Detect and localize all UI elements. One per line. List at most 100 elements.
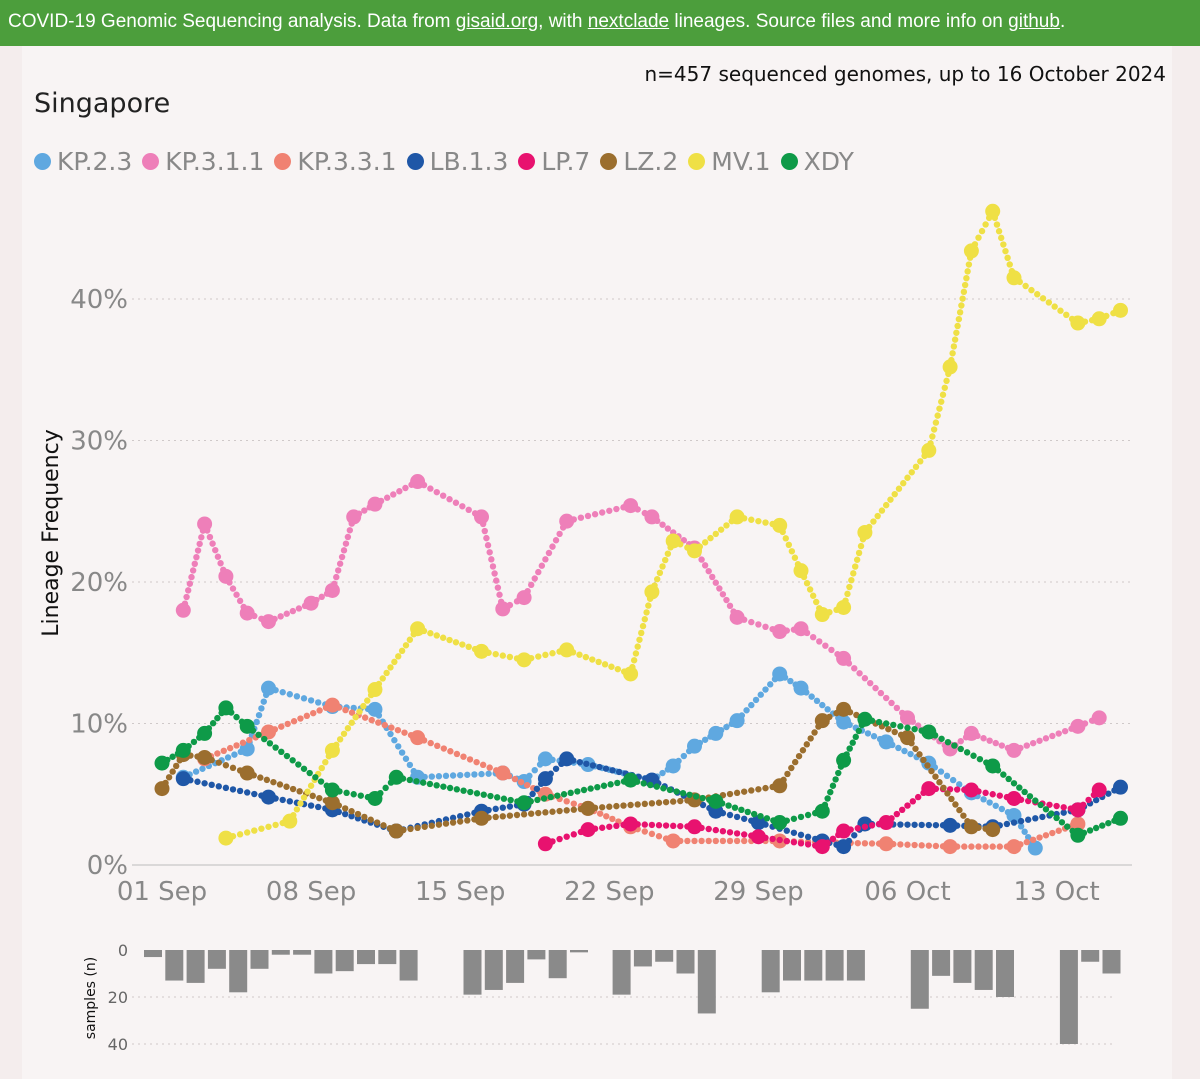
connector-dot xyxy=(895,485,903,492)
sample-bar xyxy=(846,950,865,981)
connector-dot xyxy=(278,723,285,730)
connector-dot xyxy=(277,613,284,620)
connector-dot xyxy=(208,781,215,789)
connector-dot xyxy=(297,800,304,807)
connector-dot xyxy=(395,743,402,750)
connector-dot xyxy=(660,785,667,792)
connector-dot xyxy=(576,758,584,766)
connector-dot xyxy=(194,547,202,554)
connector-dot xyxy=(361,813,368,821)
legend-item[interactable]: XDY xyxy=(780,147,854,176)
connector-dot xyxy=(752,696,760,704)
connector-dot xyxy=(975,843,982,850)
chart-panel xyxy=(22,46,1172,1079)
data-point xyxy=(921,781,937,797)
data-point xyxy=(516,795,532,811)
connector-dot xyxy=(379,675,386,682)
connector-dot xyxy=(851,665,858,672)
connector-dot xyxy=(986,737,993,744)
connector-dot xyxy=(350,791,357,798)
legend-item[interactable]: LB.1.3 xyxy=(406,147,508,176)
connector-dot xyxy=(901,747,908,755)
connector-dot xyxy=(1002,247,1009,255)
connector-dot xyxy=(895,744,902,752)
nextclade-link[interactable]: nextclade xyxy=(587,11,670,32)
connector-dot xyxy=(701,539,709,546)
connector-dot xyxy=(1105,790,1112,797)
legend-item[interactable]: LZ.2 xyxy=(600,147,678,176)
data-point xyxy=(1070,718,1086,734)
connector-dot xyxy=(336,736,344,743)
connector-dot xyxy=(440,745,448,752)
legend-item[interactable]: KP.3.1.1 xyxy=(142,147,264,176)
connector-dot xyxy=(726,790,734,798)
data-point xyxy=(1006,790,1022,806)
sample-bar xyxy=(484,950,503,990)
connector-dot xyxy=(989,843,996,850)
legend-marker xyxy=(518,152,536,170)
connector-dot xyxy=(897,821,904,828)
connector-dot xyxy=(904,724,911,731)
data-point xyxy=(878,815,894,831)
connector-dot xyxy=(776,836,783,844)
connector-dot xyxy=(1003,820,1011,828)
connector-dot xyxy=(453,750,461,758)
connector-dot xyxy=(322,758,329,766)
connector-dot xyxy=(346,527,354,534)
connector-dot xyxy=(279,689,286,696)
connector-dot xyxy=(705,567,712,575)
connector-dot xyxy=(496,591,503,598)
data-point xyxy=(239,605,255,621)
github-link[interactable]: github xyxy=(1008,11,1060,32)
connector-dot xyxy=(950,343,958,350)
connector-dot xyxy=(893,810,901,818)
data-point xyxy=(836,650,852,666)
connector-dot xyxy=(938,735,945,742)
connector-dot xyxy=(236,831,244,838)
connector-dot xyxy=(394,726,402,734)
legend-item[interactable]: KP.3.3.1 xyxy=(274,147,397,176)
connector-dot xyxy=(511,775,519,783)
connector-dot xyxy=(260,698,267,705)
connector-dot xyxy=(420,779,427,786)
connector-dot xyxy=(1010,780,1018,787)
connector-dot xyxy=(453,786,461,793)
connector-dot xyxy=(948,795,955,803)
connector-dot xyxy=(787,677,794,685)
gisaid-link[interactable]: gisaid.org xyxy=(455,11,539,32)
connector-dot xyxy=(300,695,308,702)
legend-item[interactable]: LP.7 xyxy=(518,147,590,176)
connector-dot xyxy=(464,817,471,824)
connector-dot xyxy=(748,787,755,794)
connector-dot xyxy=(982,843,989,850)
data-point xyxy=(963,725,979,741)
connector-dot xyxy=(500,795,508,802)
connector-dot xyxy=(755,621,762,628)
connector-dot xyxy=(428,822,435,829)
connector-dot xyxy=(480,791,487,798)
connector-dot xyxy=(995,228,1003,235)
connector-dot xyxy=(406,636,414,643)
connector-dot xyxy=(829,782,837,789)
connector-dot xyxy=(976,755,984,763)
connector-dot xyxy=(757,812,764,820)
x-tick-label: 06 Oct xyxy=(864,877,950,907)
connector-dot xyxy=(925,842,932,849)
legend-item[interactable]: KP.2.3 xyxy=(34,147,132,176)
connector-dot xyxy=(1092,824,1100,832)
connector-dot xyxy=(767,681,774,688)
connector-dot xyxy=(788,548,796,555)
connector-dot xyxy=(978,227,986,235)
legend-item[interactable]: MV.1 xyxy=(688,147,771,176)
bar-y-tick-label: 40 xyxy=(108,1035,128,1054)
sample-bar xyxy=(974,950,993,990)
connector-dot xyxy=(542,556,549,563)
data-point xyxy=(218,568,234,584)
connector-dot xyxy=(904,821,911,828)
connector-dot xyxy=(808,693,815,700)
connector-dot xyxy=(803,741,811,748)
sample-bar xyxy=(271,950,290,955)
connector-dot xyxy=(1034,291,1041,298)
data-point xyxy=(495,765,511,781)
connector-dot xyxy=(701,562,709,569)
